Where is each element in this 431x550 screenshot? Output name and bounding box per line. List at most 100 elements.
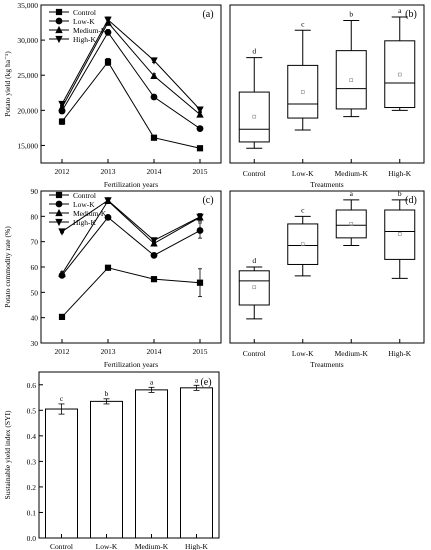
legend-label: High-K	[73, 218, 96, 227]
legend-label: Medium-K	[73, 209, 107, 218]
series-line	[61, 21, 201, 115]
x-tick-label: Control	[243, 169, 266, 178]
data-point	[58, 100, 66, 109]
y-tick-label: 40	[31, 314, 39, 323]
significance-letter: d	[252, 256, 256, 265]
x-tick-label: 2012	[55, 167, 70, 176]
box-mean	[397, 232, 402, 236]
x-tick-label: Low-K	[292, 349, 314, 358]
box	[287, 223, 319, 265]
y-axis-label: Sustainable yield index (SYI)	[3, 410, 12, 499]
series-line	[61, 216, 201, 276]
panel-label: (a)	[202, 9, 213, 20]
y-tick-label: 0.5	[27, 406, 37, 415]
x-tick-label: Control	[50, 542, 73, 550]
box-mean	[252, 285, 257, 290]
x-tick-label: 2014	[147, 167, 162, 176]
legend-marker	[55, 200, 63, 208]
legend-marker	[55, 218, 63, 227]
y-tick-label: 30	[31, 339, 39, 348]
data-point	[104, 264, 112, 271]
data-point	[196, 110, 204, 118]
plot-frame	[229, 190, 425, 344]
y-tick-label: 15,000	[17, 141, 38, 150]
data-point	[150, 134, 158, 141]
box-mean	[300, 90, 305, 94]
legend-marker	[55, 8, 63, 16]
legend-label: Low-K	[73, 200, 95, 209]
x-tick-label: 2012	[55, 347, 70, 356]
box	[384, 209, 416, 260]
y-tick-label: 0.1	[27, 508, 37, 517]
y-tick-label: 60	[31, 263, 39, 272]
legend-label: High-K	[73, 35, 96, 44]
data-point	[150, 251, 158, 259]
plot-frame	[40, 4, 222, 164]
box	[238, 270, 270, 306]
legend-marker	[55, 208, 63, 217]
y-axis-label: Potato yield (kg ha⁻¹)	[3, 51, 12, 117]
legend-label: Control	[73, 191, 96, 200]
x-tick-label: Medium-K	[335, 349, 369, 358]
y-tick-label: 30,000	[17, 36, 38, 45]
bar	[90, 400, 123, 539]
legend-marker	[55, 17, 63, 25]
plot-frame	[229, 4, 425, 164]
series-line	[61, 200, 201, 275]
data-point	[196, 279, 204, 286]
series-line	[61, 31, 201, 130]
data-point	[150, 237, 158, 245]
x-tick-label: 2013	[101, 347, 116, 356]
x-tick-label: Medium-K	[335, 169, 369, 178]
panel-label: (b)	[405, 9, 417, 20]
box	[335, 50, 367, 110]
legend-marker	[55, 25, 63, 34]
significance-letter: a	[350, 189, 354, 198]
significance-letter: c	[301, 19, 305, 28]
y-tick-label: 0.3	[27, 457, 37, 466]
x-tick-label: Medium-K	[135, 542, 169, 550]
x-tick-label: 2013	[101, 167, 116, 176]
panel-label: (c)	[202, 195, 213, 206]
x-tick-label: High-K	[185, 542, 208, 550]
significance-letter: a	[195, 375, 199, 384]
data-point	[104, 16, 112, 24]
y-tick-label: 0.0	[27, 534, 37, 543]
series-line	[61, 60, 201, 149]
data-point	[196, 125, 204, 132]
x-tick-label: Low-K	[96, 542, 118, 550]
y-tick-label: 90	[31, 187, 39, 196]
legend-label: Low-K	[73, 17, 95, 26]
data-point	[150, 71, 158, 80]
bar	[180, 387, 213, 539]
significance-letter: b	[398, 189, 402, 198]
box	[287, 64, 319, 119]
box-mean	[397, 72, 402, 77]
x-axis-label: Fertilization years	[104, 180, 158, 189]
data-point	[58, 313, 66, 321]
y-tick-label: 20,000	[17, 106, 38, 115]
panel-label: (e)	[200, 377, 211, 388]
y-tick-label: 25,000	[17, 71, 38, 80]
data-point	[58, 269, 66, 277]
x-axis-label: Treatments	[310, 360, 344, 369]
bar	[135, 389, 168, 539]
x-tick-label: High-K	[388, 349, 411, 358]
significance-letter: c	[60, 394, 64, 403]
box-mean	[300, 242, 305, 246]
box	[335, 209, 367, 239]
data-point	[150, 93, 158, 101]
box	[238, 91, 270, 143]
bar	[45, 408, 78, 539]
panel-label: (d)	[405, 195, 417, 206]
y-tick-label: 0.6	[27, 381, 37, 390]
significance-letter: a	[150, 377, 154, 386]
y-tick-label: 35,000	[17, 1, 38, 10]
y-tick-label: 0.2	[27, 483, 37, 492]
x-tick-label: High-K	[388, 169, 411, 178]
significance-letter: b	[105, 389, 109, 398]
legend-marker	[55, 191, 63, 199]
legend-label: Control	[73, 8, 96, 17]
data-point	[196, 106, 204, 114]
